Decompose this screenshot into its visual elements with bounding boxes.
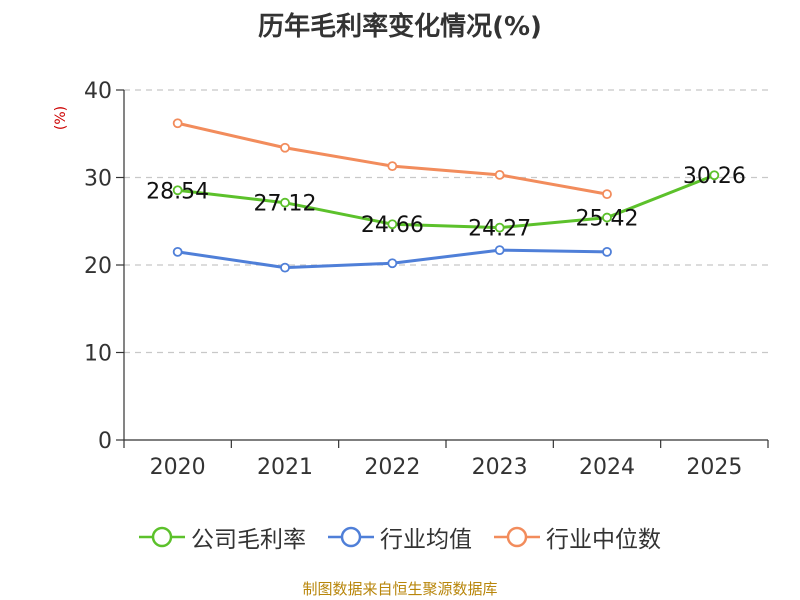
data-point-行业均值-2024 — [602, 246, 612, 257]
data-label-2025: 30.26 — [683, 164, 746, 189]
data-point-行业中位数-2024 — [602, 189, 612, 200]
chart-title: 历年毛利率变化情况(%) — [258, 12, 542, 42]
data-label-2020: 28.54 — [146, 179, 209, 204]
legend-label: 行业均值 — [380, 527, 472, 553]
y-tick-label-40: 40 — [84, 79, 112, 104]
legend-item-行业均值[interactable]: 行业均值 — [328, 520, 472, 554]
data-point-行业均值-2021 — [280, 262, 290, 273]
data-point-行业中位数-2021 — [280, 142, 290, 153]
legend-swatch-icon — [328, 526, 374, 548]
data-point-公司毛利率-2020 — [172, 185, 183, 196]
legend-item-公司毛利率[interactable]: 公司毛利率 — [139, 520, 306, 554]
data-point-行业中位数-2022 — [387, 161, 398, 172]
x-tick-label-2020: 2020 — [150, 455, 206, 480]
data-label-2022: 24.66 — [361, 213, 424, 238]
y-tick-label-10: 10 — [84, 342, 112, 367]
data-point-行业均值-2023 — [494, 245, 505, 256]
x-tick-label-2023: 2023 — [472, 455, 528, 480]
data-source-note: 制图数据来自恒生聚源数据库 — [302, 580, 498, 598]
data-point-公司毛利率-2021 — [280, 197, 290, 208]
x-tick-label-2025: 2025 — [686, 455, 742, 480]
legend-label: 公司毛利率 — [191, 527, 306, 553]
data-point-公司毛利率-2023 — [494, 222, 505, 233]
legend-swatch-icon — [494, 526, 540, 548]
y-tick-label-20: 20 — [84, 254, 112, 279]
data-point-行业均值-2022 — [387, 258, 398, 269]
data-label-2023: 24.27 — [468, 217, 531, 242]
data-label-2024: 25.42 — [576, 207, 639, 232]
y-tick-label-0: 0 — [98, 429, 112, 454]
series-line-公司毛利率 — [177, 173, 715, 230]
data-point-行业中位数-2020 — [172, 118, 183, 129]
legend-item-行业中位数[interactable]: 行业中位数 — [494, 520, 661, 554]
legend-swatch-icon — [139, 526, 185, 548]
chart-legend: 公司毛利率 行业均值 行业中位数 — [0, 520, 800, 554]
x-tick-label-2022: 2022 — [364, 455, 420, 480]
data-point-行业均值-2020 — [172, 246, 183, 257]
data-label-2021: 27.12 — [254, 192, 317, 217]
data-point-行业中位数-2023 — [494, 169, 505, 180]
x-tick-label-2024: 2024 — [579, 455, 635, 480]
data-point-公司毛利率-2022 — [387, 219, 398, 230]
series-line-行业中位数 — [177, 121, 608, 196]
y-tick-label-30: 30 — [84, 167, 112, 192]
data-point-公司毛利率-2024 — [602, 212, 612, 223]
legend-label: 行业中位数 — [546, 527, 661, 553]
x-tick-label-2021: 2021 — [257, 455, 313, 480]
data-point-公司毛利率-2025 — [709, 170, 720, 181]
